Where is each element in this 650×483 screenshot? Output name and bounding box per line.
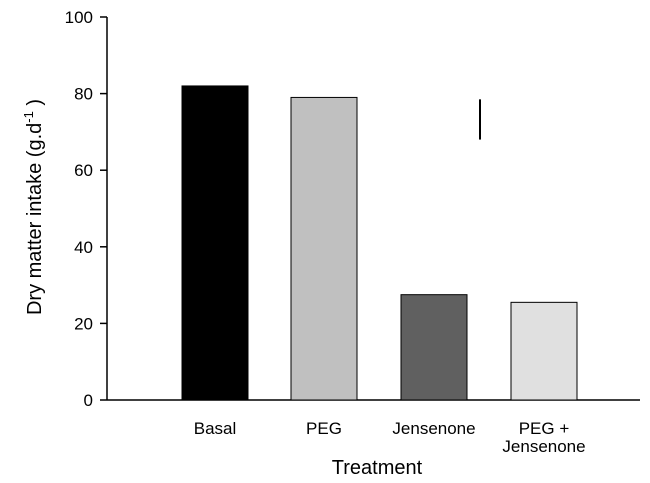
bar (510, 301, 578, 401)
y-tick-label: 100 (65, 8, 93, 27)
y-axis-title-superscript: -1 (21, 111, 36, 123)
y-axis-title: Dry matter intake (g.d-1 ) (21, 99, 46, 315)
x-category-label-line: Jensenone (392, 419, 475, 438)
x-category-label-line: PEG (306, 419, 342, 438)
x-category-label: Jensenone (392, 419, 475, 438)
y-tick-label: 80 (74, 85, 93, 104)
bar (400, 294, 468, 401)
x-axis-title: Treatment (332, 457, 423, 479)
x-category-label: PEG + Jensenone (502, 419, 585, 456)
bars (181, 85, 578, 401)
x-category-label-line: PEG + (519, 419, 570, 438)
y-ticks: 0 20 40 60 80 100 (65, 8, 107, 410)
x-category-labels: Basal PEG Jensenone PEG + Jensenone (194, 419, 586, 456)
y-tick-label: 60 (74, 161, 93, 180)
y-axis-title-main: Dry matter intake (g.d (24, 123, 46, 315)
x-category-label: PEG (306, 419, 342, 438)
y-axis-title-suffix: ) (24, 99, 46, 111)
bar (181, 85, 249, 401)
y-tick-label: 40 (74, 238, 93, 257)
x-category-label-line: Jensenone (502, 437, 585, 456)
bar (290, 96, 358, 401)
y-tick-label: 0 (84, 391, 93, 410)
x-category-label-line: Basal (194, 419, 237, 438)
x-category-label: Basal (194, 419, 237, 438)
y-tick-label: 20 (74, 314, 93, 333)
